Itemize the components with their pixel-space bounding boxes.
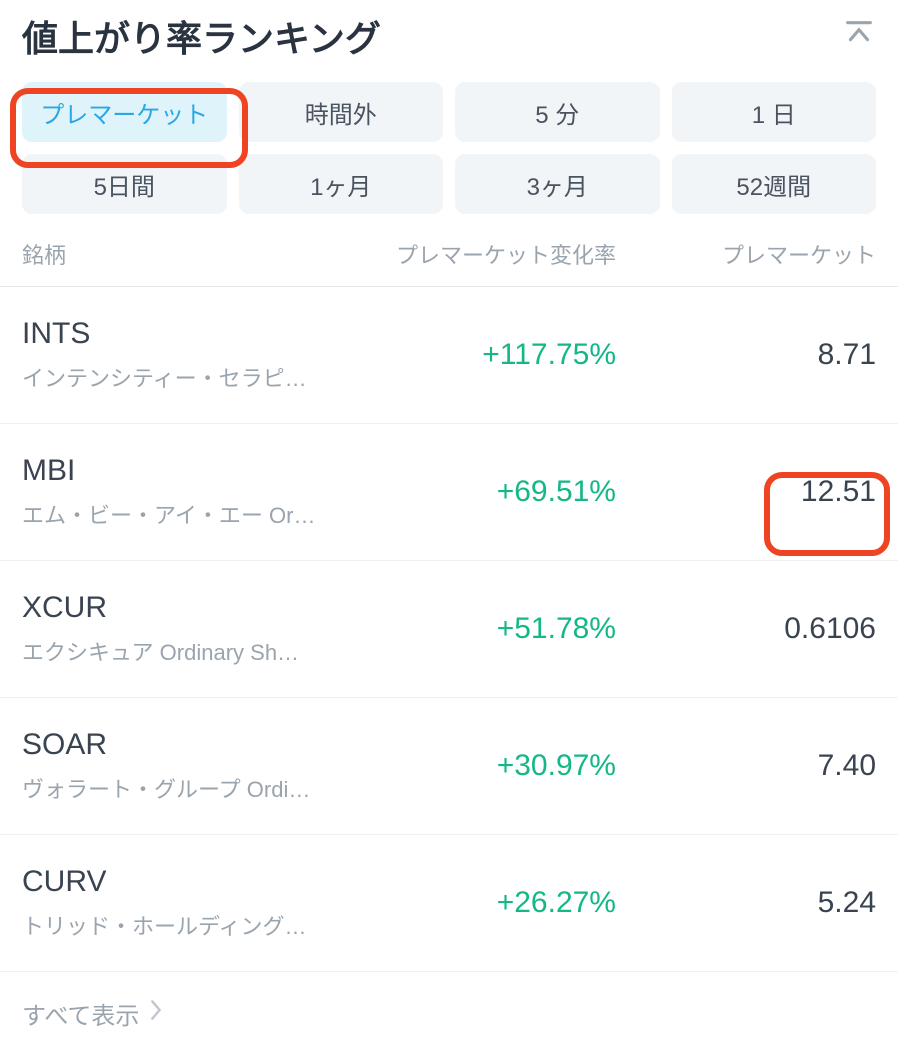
stock-row[interactable]: XCUR エクシキュア Ordinary Sh… +51.78% 0.6106 bbox=[0, 561, 898, 698]
tabs-row-2: 5日間 1ヶ月 3ヶ月 52週間 bbox=[22, 154, 876, 214]
tab-5days[interactable]: 5日間 bbox=[22, 154, 227, 214]
column-header-ticker: 銘柄 bbox=[22, 238, 362, 270]
stock-ticker: MBI bbox=[22, 454, 362, 488]
stock-price: 7.40 bbox=[676, 749, 876, 783]
stock-row[interactable]: MBI エム・ビー・アイ・エー Or… +69.51% 12.51 bbox=[0, 424, 898, 561]
stock-change: +69.51% bbox=[362, 475, 676, 509]
stock-name: エクシキュア Ordinary Sh… bbox=[22, 635, 342, 667]
stock-info: INTS インテンシティー・セラピ… bbox=[22, 317, 362, 393]
stock-ticker: INTS bbox=[22, 317, 362, 351]
stock-info: MBI エム・ビー・アイ・エー Or… bbox=[22, 454, 362, 530]
stock-price: 12.51 bbox=[676, 475, 876, 509]
page-title: 値上がり率ランキング bbox=[22, 10, 381, 62]
show-all-button[interactable]: すべて表示 bbox=[0, 972, 898, 1055]
stock-price: 8.71 bbox=[676, 338, 876, 372]
stock-info: SOAR ヴォラート・グループ Ordi… bbox=[22, 728, 362, 804]
tab-1day[interactable]: 1 日 bbox=[672, 82, 877, 142]
tab-premarket[interactable]: プレマーケット bbox=[22, 82, 227, 142]
tab-1month[interactable]: 1ヶ月 bbox=[239, 154, 444, 214]
stock-price: 0.6106 bbox=[676, 612, 876, 646]
tab-52weeks[interactable]: 52週間 bbox=[672, 154, 877, 214]
stock-row[interactable]: CURV トリッド・ホールディング… +26.27% 5.24 bbox=[0, 835, 898, 972]
stock-change: +117.75% bbox=[362, 338, 676, 372]
scroll-to-top-icon[interactable] bbox=[842, 17, 876, 56]
tabs-container: プレマーケット 時間外 5 分 1 日 5日間 1ヶ月 3ヶ月 52週間 bbox=[0, 82, 898, 214]
column-header-price: プレマーケット bbox=[676, 238, 876, 270]
tab-3months[interactable]: 3ヶ月 bbox=[455, 154, 660, 214]
stock-info: CURV トリッド・ホールディング… bbox=[22, 865, 362, 941]
stock-name: エム・ビー・アイ・エー Or… bbox=[22, 498, 342, 530]
show-all-label: すべて表示 bbox=[22, 996, 139, 1031]
stock-info: XCUR エクシキュア Ordinary Sh… bbox=[22, 591, 362, 667]
stock-row[interactable]: SOAR ヴォラート・グループ Ordi… +30.97% 7.40 bbox=[0, 698, 898, 835]
column-headers: 銘柄 プレマーケット変化率 プレマーケット bbox=[0, 232, 898, 286]
stock-ticker: XCUR bbox=[22, 591, 362, 625]
stock-name: インテンシティー・セラピ… bbox=[22, 361, 342, 393]
stock-change: +26.27% bbox=[362, 886, 676, 920]
stock-change: +51.78% bbox=[362, 612, 676, 646]
stock-ticker: SOAR bbox=[22, 728, 362, 762]
header: 値上がり率ランキング bbox=[0, 0, 898, 82]
tab-afterhours[interactable]: 時間外 bbox=[239, 82, 444, 142]
tab-5min[interactable]: 5 分 bbox=[455, 82, 660, 142]
stock-name: ヴォラート・グループ Ordi… bbox=[22, 772, 342, 804]
stock-ticker: CURV bbox=[22, 865, 362, 899]
stock-price: 5.24 bbox=[676, 886, 876, 920]
stock-row[interactable]: INTS インテンシティー・セラピ… +117.75% 8.71 bbox=[0, 287, 898, 424]
stock-change: +30.97% bbox=[362, 749, 676, 783]
tabs-row-1: プレマーケット 時間外 5 分 1 日 bbox=[22, 82, 876, 142]
stock-name: トリッド・ホールディング… bbox=[22, 909, 342, 941]
column-header-change: プレマーケット変化率 bbox=[362, 238, 676, 270]
